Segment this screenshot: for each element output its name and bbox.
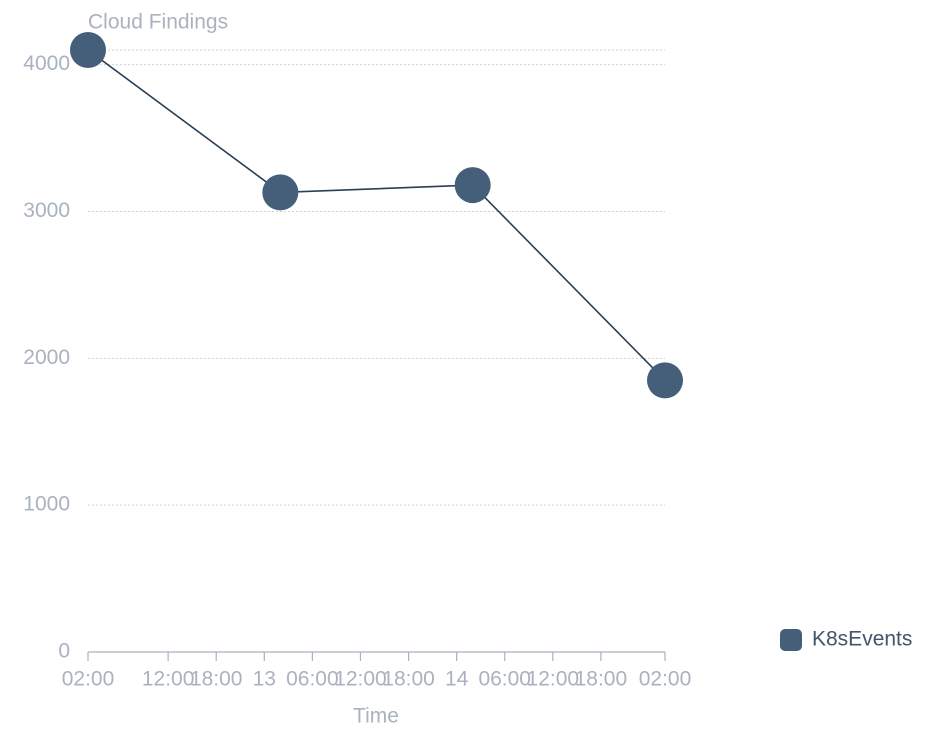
y-tick-label: 4000 [23, 52, 70, 75]
x-tick-label: 13 [253, 668, 276, 691]
y-tick-label: 3000 [23, 199, 70, 222]
x-tick-label: 06:00 [478, 668, 531, 691]
x-tick-label: 12:00 [142, 668, 195, 691]
x-tick-label: 02:00 [62, 668, 115, 691]
x-tick-label: 18:00 [190, 668, 243, 691]
chart-title: Cloud Findings [88, 11, 228, 34]
series-line [87, 49, 666, 381]
x-tick-label: 06:00 [286, 668, 339, 691]
y-tick-label: 2000 [23, 346, 70, 369]
x-tick-label: 02:00 [639, 668, 692, 691]
legend-swatch [780, 629, 802, 651]
x-tick-label: 18:00 [382, 668, 435, 691]
x-tick-label: 14 [445, 668, 469, 691]
point [647, 362, 683, 399]
x-tick-label: 12:00 [527, 668, 580, 691]
legend-label: K8sEvents [812, 628, 912, 651]
y-tick-label: 1000 [23, 493, 70, 516]
x-axis-label: Time [353, 705, 399, 728]
point [70, 32, 106, 68]
y-tick-label: 0 [58, 640, 70, 663]
x-tick-label: 18:00 [575, 668, 628, 691]
x-tick-label: 12:00 [334, 668, 387, 691]
point [262, 174, 299, 211]
point [454, 167, 491, 204]
